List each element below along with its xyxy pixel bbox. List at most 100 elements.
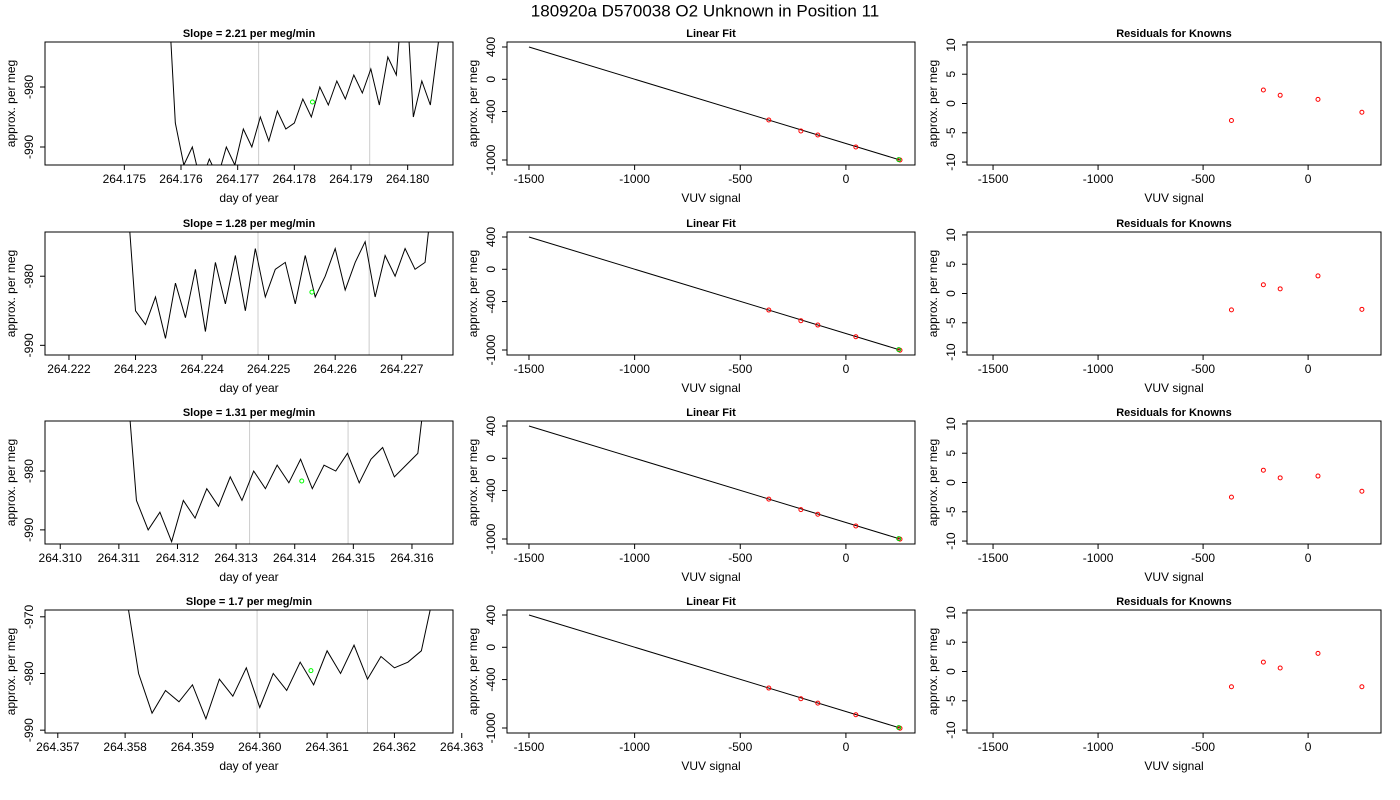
y-tick-label: -400 <box>484 667 498 691</box>
highlight-point <box>308 668 314 674</box>
y-tick-label: 10 <box>944 228 958 242</box>
y-tick-label: 0 <box>944 100 958 107</box>
x-axis-label: day of year <box>219 381 278 395</box>
data-point <box>766 496 772 502</box>
x-axis-label: day of year <box>219 759 278 773</box>
y-axis-label: approx. per meg <box>466 439 480 526</box>
panel: Linear Fit VUV signal approx. per meg -1500… <box>466 218 916 395</box>
x-tick-label: 264.362 <box>373 740 417 754</box>
x-tick-label: -500 <box>728 362 752 376</box>
y-tick-label: 10 <box>944 606 958 620</box>
x-tick-label: -1000 <box>1083 362 1114 376</box>
y-tick-label: -990 <box>22 718 36 742</box>
panel-title: Linear Fit <box>686 28 736 40</box>
y-tick-label: -1000 <box>484 334 498 365</box>
panel: Linear Fit VUV signal approx. per meg -1500… <box>466 596 916 773</box>
x-tick-label: 264.175 <box>103 172 147 186</box>
data-point <box>766 307 772 313</box>
y-tick-label: 10 <box>944 417 958 431</box>
x-tick-label: 264.176 <box>159 172 203 186</box>
figure-title: 180920a D570038 O2 Unknown in Position 1… <box>531 1 879 20</box>
highlight-point <box>309 289 315 295</box>
panel: Residuals for Knowns VUV signal approx. pe… <box>926 28 1382 205</box>
data-point <box>1315 473 1321 479</box>
x-tick-label: 264.363 <box>440 740 484 754</box>
x-tick-label: -1000 <box>619 740 650 754</box>
x-tick-label: -1500 <box>978 362 1009 376</box>
y-axis-label: approx. per meg <box>466 250 480 337</box>
x-tick-label: 0 <box>1305 740 1312 754</box>
plot-area <box>170 42 439 165</box>
data-point <box>896 725 902 731</box>
data-point <box>798 318 804 324</box>
x-tick-label: -500 <box>1191 551 1215 565</box>
data-point <box>798 696 804 702</box>
x-axis-label: day of year <box>219 570 278 584</box>
panel-title: Residuals for Knowns <box>1116 407 1232 419</box>
y-tick-label: -990 <box>22 135 36 159</box>
x-tick-label: -500 <box>1191 362 1215 376</box>
panel-title: Linear Fit <box>686 407 736 419</box>
data-point <box>1359 109 1365 115</box>
data-point <box>1359 488 1365 494</box>
x-tick-label: 264.358 <box>103 740 147 754</box>
y-tick-label: -1000 <box>484 712 498 743</box>
plot-frame <box>44 420 454 545</box>
data-point <box>798 128 804 134</box>
panel-title: Slope = 1.7 per meg/min <box>186 596 313 608</box>
y-tick-label: -970 <box>22 604 36 628</box>
x-tick-label: -1500 <box>514 362 545 376</box>
panel: Residuals for Knowns VUV signal approx. pe… <box>926 407 1382 584</box>
plot-area <box>129 421 423 544</box>
data-point <box>853 144 859 150</box>
y-axis-label: approx. per meg <box>926 60 940 147</box>
x-tick-label: 264.227 <box>380 362 424 376</box>
y-tick-label: 5 <box>944 450 958 457</box>
y-tick-label: -5 <box>944 317 958 328</box>
data-point <box>1228 684 1234 690</box>
x-tick-label: -500 <box>1191 740 1215 754</box>
x-tick-label: 0 <box>1305 362 1312 376</box>
x-tick-label: 0 <box>1305 172 1312 186</box>
data-point <box>896 536 902 542</box>
x-tick-label: -1500 <box>978 551 1009 565</box>
y-tick-label: -400 <box>484 99 498 123</box>
y-axis-label: approx. per meg <box>4 250 18 337</box>
x-tick-label: -500 <box>728 172 752 186</box>
fit-line <box>528 614 901 729</box>
x-tick-label: 264.226 <box>313 362 357 376</box>
x-tick-label: 264.311 <box>98 551 141 565</box>
x-axis-label: VUV signal <box>1144 191 1203 205</box>
data-point <box>1277 665 1283 671</box>
fit-line <box>528 425 901 540</box>
data-point <box>853 523 859 529</box>
panel-title: Slope = 1.28 per meg/min <box>183 218 316 230</box>
panel: Slope = 2.21 per meg/min day of year appro… <box>4 28 454 205</box>
y-axis-label: approx. per meg <box>926 439 940 526</box>
x-tick-label: 264.357 <box>36 740 80 754</box>
panel-title: Linear Fit <box>686 218 736 230</box>
y-tick-label: 0 <box>484 76 498 83</box>
y-tick-label: -990 <box>22 333 36 357</box>
x-tick-label: 0 <box>1305 551 1312 565</box>
data-line <box>170 42 439 165</box>
y-tick-label: 0 <box>484 455 498 462</box>
fit-line <box>528 46 901 161</box>
x-tick-label: 264.310 <box>39 551 83 565</box>
x-axis-label: VUV signal <box>1144 759 1203 773</box>
x-tick-label: 0 <box>843 740 850 754</box>
y-tick-label: -980 <box>22 264 36 288</box>
x-tick-label: -500 <box>1191 172 1215 186</box>
x-tick-label: -1500 <box>514 172 545 186</box>
panel-title: Residuals for Knowns <box>1116 218 1232 230</box>
y-tick-label: 0 <box>944 668 958 675</box>
data-point <box>1277 475 1283 481</box>
panel: Linear Fit VUV signal approx. per meg -1500… <box>466 28 916 205</box>
x-tick-label: -500 <box>728 551 752 565</box>
plot-area <box>528 46 903 163</box>
y-tick-label: 400 <box>484 37 498 57</box>
data-point <box>1260 282 1266 288</box>
y-tick-label: -980 <box>22 459 36 483</box>
